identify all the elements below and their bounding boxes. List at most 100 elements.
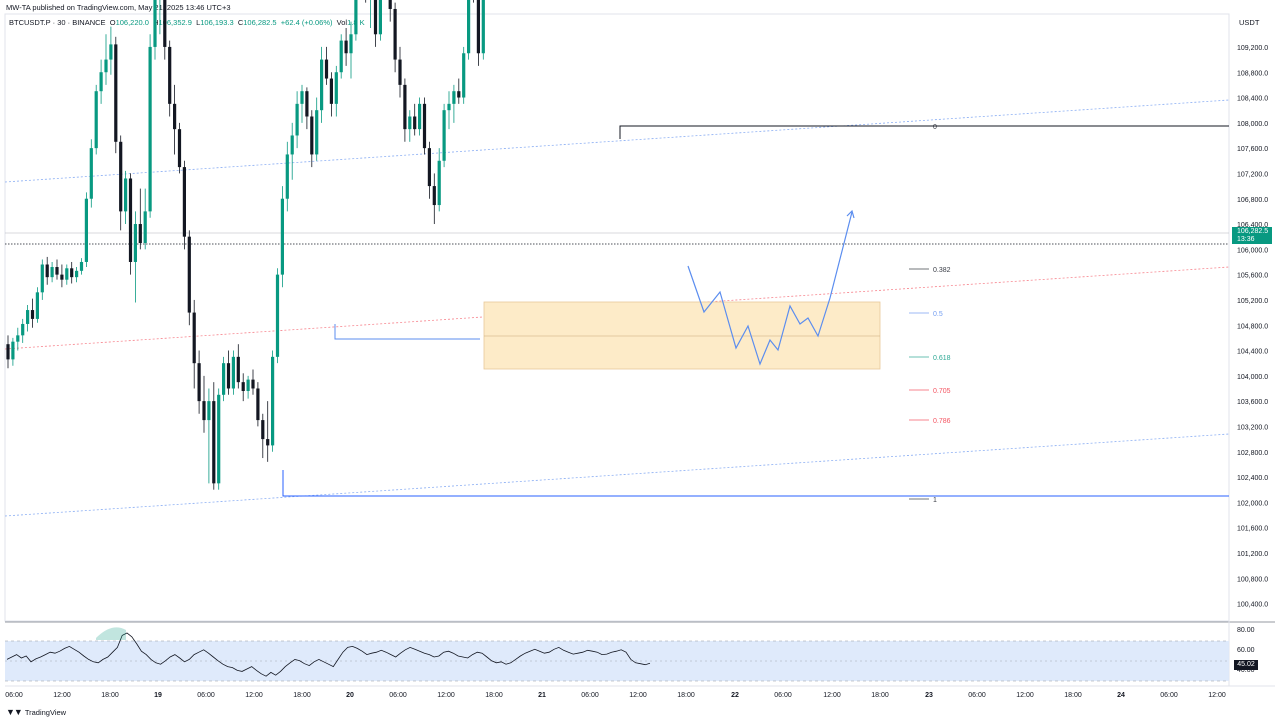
candle-down bbox=[432, 186, 436, 206]
time-axis-label: 06:00 bbox=[774, 692, 792, 699]
candle-up bbox=[295, 103, 299, 136]
time-axis-label: 18:00 bbox=[485, 692, 503, 699]
candle-up bbox=[447, 103, 451, 111]
swing-low-line bbox=[282, 470, 1229, 497]
price-axis-label: 102,400.0 bbox=[1237, 475, 1268, 482]
candle-down bbox=[30, 310, 35, 319]
rsi-value-tag: 45.02 bbox=[1234, 660, 1258, 670]
candle-up bbox=[109, 44, 113, 60]
low-label: L bbox=[196, 18, 201, 27]
volume-label: Vol bbox=[336, 18, 348, 27]
candle-down bbox=[187, 236, 191, 313]
high-value: 106,352.9 bbox=[158, 18, 192, 27]
candle-up bbox=[290, 135, 294, 155]
candle-up bbox=[148, 46, 152, 212]
support-level-line bbox=[334, 324, 480, 340]
price-axis-label: 105,200.0 bbox=[1237, 298, 1268, 305]
bar-countdown: 13:36 bbox=[1237, 236, 1255, 243]
open-label: O bbox=[109, 18, 116, 27]
candle-down bbox=[305, 91, 309, 117]
symbol-name[interactable]: BTCUSDT.P · 30 · BINANCE bbox=[9, 18, 106, 27]
time-axis-label: 24 bbox=[1117, 692, 1125, 699]
candle-up bbox=[462, 53, 466, 98]
candle-up bbox=[75, 270, 79, 278]
candle-down bbox=[138, 224, 142, 243]
candle-down bbox=[373, 0, 378, 35]
candle-down bbox=[6, 344, 10, 360]
price-axis-label: 106,000.0 bbox=[1237, 247, 1268, 254]
price-axis-label: 104,400.0 bbox=[1237, 349, 1268, 356]
rsi-axis-label: 40.00 bbox=[1237, 667, 1255, 674]
rsi-axis-label: 60.00 bbox=[1237, 647, 1255, 654]
candle-up bbox=[467, 0, 471, 54]
candle-up bbox=[300, 91, 304, 104]
price-axis-label: 107,200.0 bbox=[1237, 172, 1268, 179]
candle-up bbox=[153, 0, 157, 47]
time-axis-label: 12:00 bbox=[1016, 692, 1034, 699]
candle-up bbox=[124, 178, 128, 212]
price-axis-label: 101,200.0 bbox=[1237, 551, 1268, 558]
publish-line: MW-TA published on TradingView.com, May … bbox=[6, 3, 231, 12]
time-axis-label: 12:00 bbox=[437, 692, 455, 699]
candle-up bbox=[452, 91, 456, 104]
time-axis-label: 18:00 bbox=[293, 692, 311, 699]
candle-up bbox=[133, 224, 137, 262]
close-label: C bbox=[237, 18, 244, 27]
candle-up bbox=[26, 310, 30, 324]
candle-down bbox=[266, 439, 270, 446]
time-axis-label: 12:00 bbox=[1208, 692, 1226, 699]
candle-down bbox=[457, 91, 461, 98]
candle-up bbox=[339, 40, 343, 73]
low-value: 106,193.3 bbox=[200, 18, 234, 27]
candle-down bbox=[393, 8, 397, 60]
candle-up bbox=[285, 154, 289, 199]
candle-down bbox=[70, 268, 74, 278]
candle-down bbox=[55, 267, 59, 275]
price-axis-label: 101,600.0 bbox=[1237, 526, 1268, 533]
candle-up bbox=[35, 292, 39, 319]
last-price-tag: 106,282.5 13:36 bbox=[1232, 227, 1272, 244]
time-axis-label: 06:00 bbox=[1160, 692, 1178, 699]
change-value: +62.4 (+0.06%) bbox=[280, 18, 333, 27]
price-axis-label: 108,400.0 bbox=[1237, 96, 1268, 103]
time-axis-label: 12:00 bbox=[823, 692, 841, 699]
candle-down bbox=[476, 0, 480, 54]
candle-down bbox=[119, 141, 123, 212]
time-axis-label: 06:00 bbox=[197, 692, 215, 699]
price-axis-label: 108,800.0 bbox=[1237, 70, 1268, 77]
tradingview-logo[interactable]: ▼▼ TradingView bbox=[6, 707, 66, 717]
candle-up bbox=[79, 261, 84, 271]
candle-down bbox=[45, 264, 49, 278]
candle-down bbox=[427, 148, 431, 187]
candle-up bbox=[315, 110, 319, 155]
time-axis-label: 06:00 bbox=[968, 692, 986, 699]
candle-down bbox=[197, 363, 201, 402]
candle-down bbox=[192, 312, 196, 364]
price-axis-label: 103,200.0 bbox=[1237, 425, 1268, 432]
price-axis-label: 102,800.0 bbox=[1237, 450, 1268, 457]
currency-unit[interactable]: USDT bbox=[1239, 18, 1260, 27]
candle-up bbox=[354, 0, 358, 35]
price-axis-label: 106,800.0 bbox=[1237, 197, 1268, 204]
price-axis-label: 109,200.0 bbox=[1237, 45, 1268, 52]
candle-down bbox=[168, 46, 172, 104]
time-axis-label: 06:00 bbox=[581, 692, 599, 699]
candle-up bbox=[437, 160, 441, 206]
candle-down bbox=[241, 382, 245, 392]
price-axis-label: 104,800.0 bbox=[1237, 323, 1268, 330]
time-axis-label: 12:00 bbox=[53, 692, 71, 699]
rsi-axis-label: 80.00 bbox=[1237, 627, 1255, 634]
candle-up bbox=[320, 59, 324, 111]
fib-level-label: 0.618 bbox=[933, 355, 951, 362]
candle-up bbox=[99, 72, 103, 92]
candle-down bbox=[60, 274, 64, 280]
time-axis-label: 21 bbox=[538, 692, 546, 699]
swing-high-line bbox=[619, 125, 1229, 139]
demand-zone bbox=[483, 301, 881, 370]
open-value: 106,220.0 bbox=[115, 18, 149, 27]
time-axis-label: 18:00 bbox=[871, 692, 889, 699]
candle-up bbox=[89, 148, 93, 199]
fib-level-label: 0.705 bbox=[933, 388, 951, 395]
candle-up bbox=[84, 198, 88, 262]
